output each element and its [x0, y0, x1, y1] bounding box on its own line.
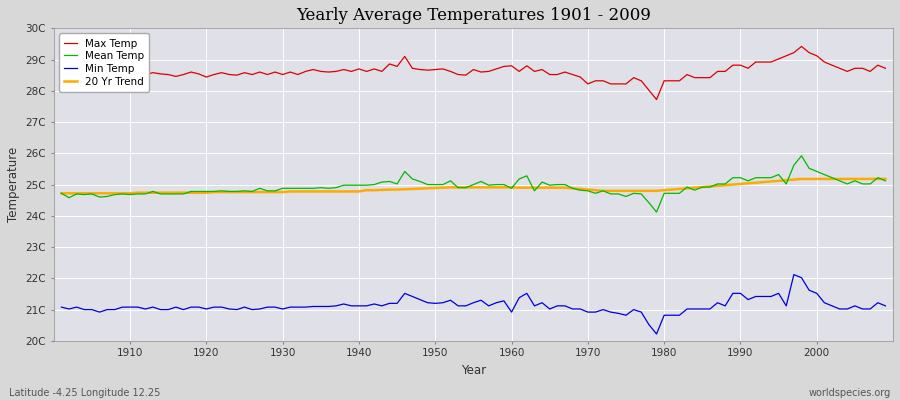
Mean Temp	[285, 186, 296, 191]
Mean Temp	[330, 185, 341, 190]
20 Yr Trend	[598, 188, 608, 193]
Text: Latitude -4.25 Longitude 12.25: Latitude -4.25 Longitude 12.25	[9, 388, 160, 398]
Title: Yearly Average Temperatures 1901 - 2009: Yearly Average Temperatures 1901 - 2009	[296, 7, 651, 24]
20 Yr Trend	[506, 185, 517, 190]
Mean Temp	[117, 192, 128, 196]
Max Temp	[285, 70, 296, 74]
Max Temp	[117, 75, 128, 80]
Min Temp	[880, 304, 891, 308]
Max Temp	[796, 44, 807, 49]
Min Temp	[285, 305, 296, 310]
Line: Max Temp: Max Temp	[61, 46, 886, 100]
Max Temp	[56, 74, 67, 79]
Min Temp	[330, 304, 341, 308]
Max Temp	[499, 64, 509, 69]
Mean Temp	[651, 210, 661, 214]
20 Yr Trend	[880, 176, 891, 181]
Min Temp	[788, 272, 799, 277]
Max Temp	[506, 63, 517, 68]
Min Temp	[598, 307, 608, 312]
Min Temp	[506, 310, 517, 314]
20 Yr Trend	[117, 191, 128, 196]
Legend: Max Temp, Mean Temp, Min Temp, 20 Yr Trend: Max Temp, Mean Temp, Min Temp, 20 Yr Tre…	[59, 34, 149, 92]
20 Yr Trend	[796, 176, 807, 181]
Mean Temp	[880, 178, 891, 183]
Min Temp	[117, 305, 128, 310]
Text: worldspecies.org: worldspecies.org	[809, 388, 891, 398]
Max Temp	[880, 66, 891, 71]
Line: Mean Temp: Mean Temp	[61, 156, 886, 212]
Line: 20 Yr Trend: 20 Yr Trend	[61, 179, 886, 193]
20 Yr Trend	[285, 189, 296, 194]
20 Yr Trend	[56, 191, 67, 196]
20 Yr Trend	[330, 189, 341, 194]
Line: Min Temp: Min Temp	[61, 274, 886, 334]
Min Temp	[651, 332, 661, 336]
X-axis label: Year: Year	[461, 364, 486, 377]
Mean Temp	[499, 182, 509, 187]
Max Temp	[651, 97, 661, 102]
Mean Temp	[598, 188, 608, 193]
20 Yr Trend	[499, 185, 509, 190]
Mean Temp	[56, 191, 67, 196]
Min Temp	[499, 298, 509, 303]
Y-axis label: Temperature: Temperature	[7, 147, 20, 222]
Max Temp	[598, 78, 608, 83]
Min Temp	[56, 305, 67, 310]
Max Temp	[330, 69, 341, 74]
Mean Temp	[796, 154, 807, 158]
Mean Temp	[506, 186, 517, 191]
